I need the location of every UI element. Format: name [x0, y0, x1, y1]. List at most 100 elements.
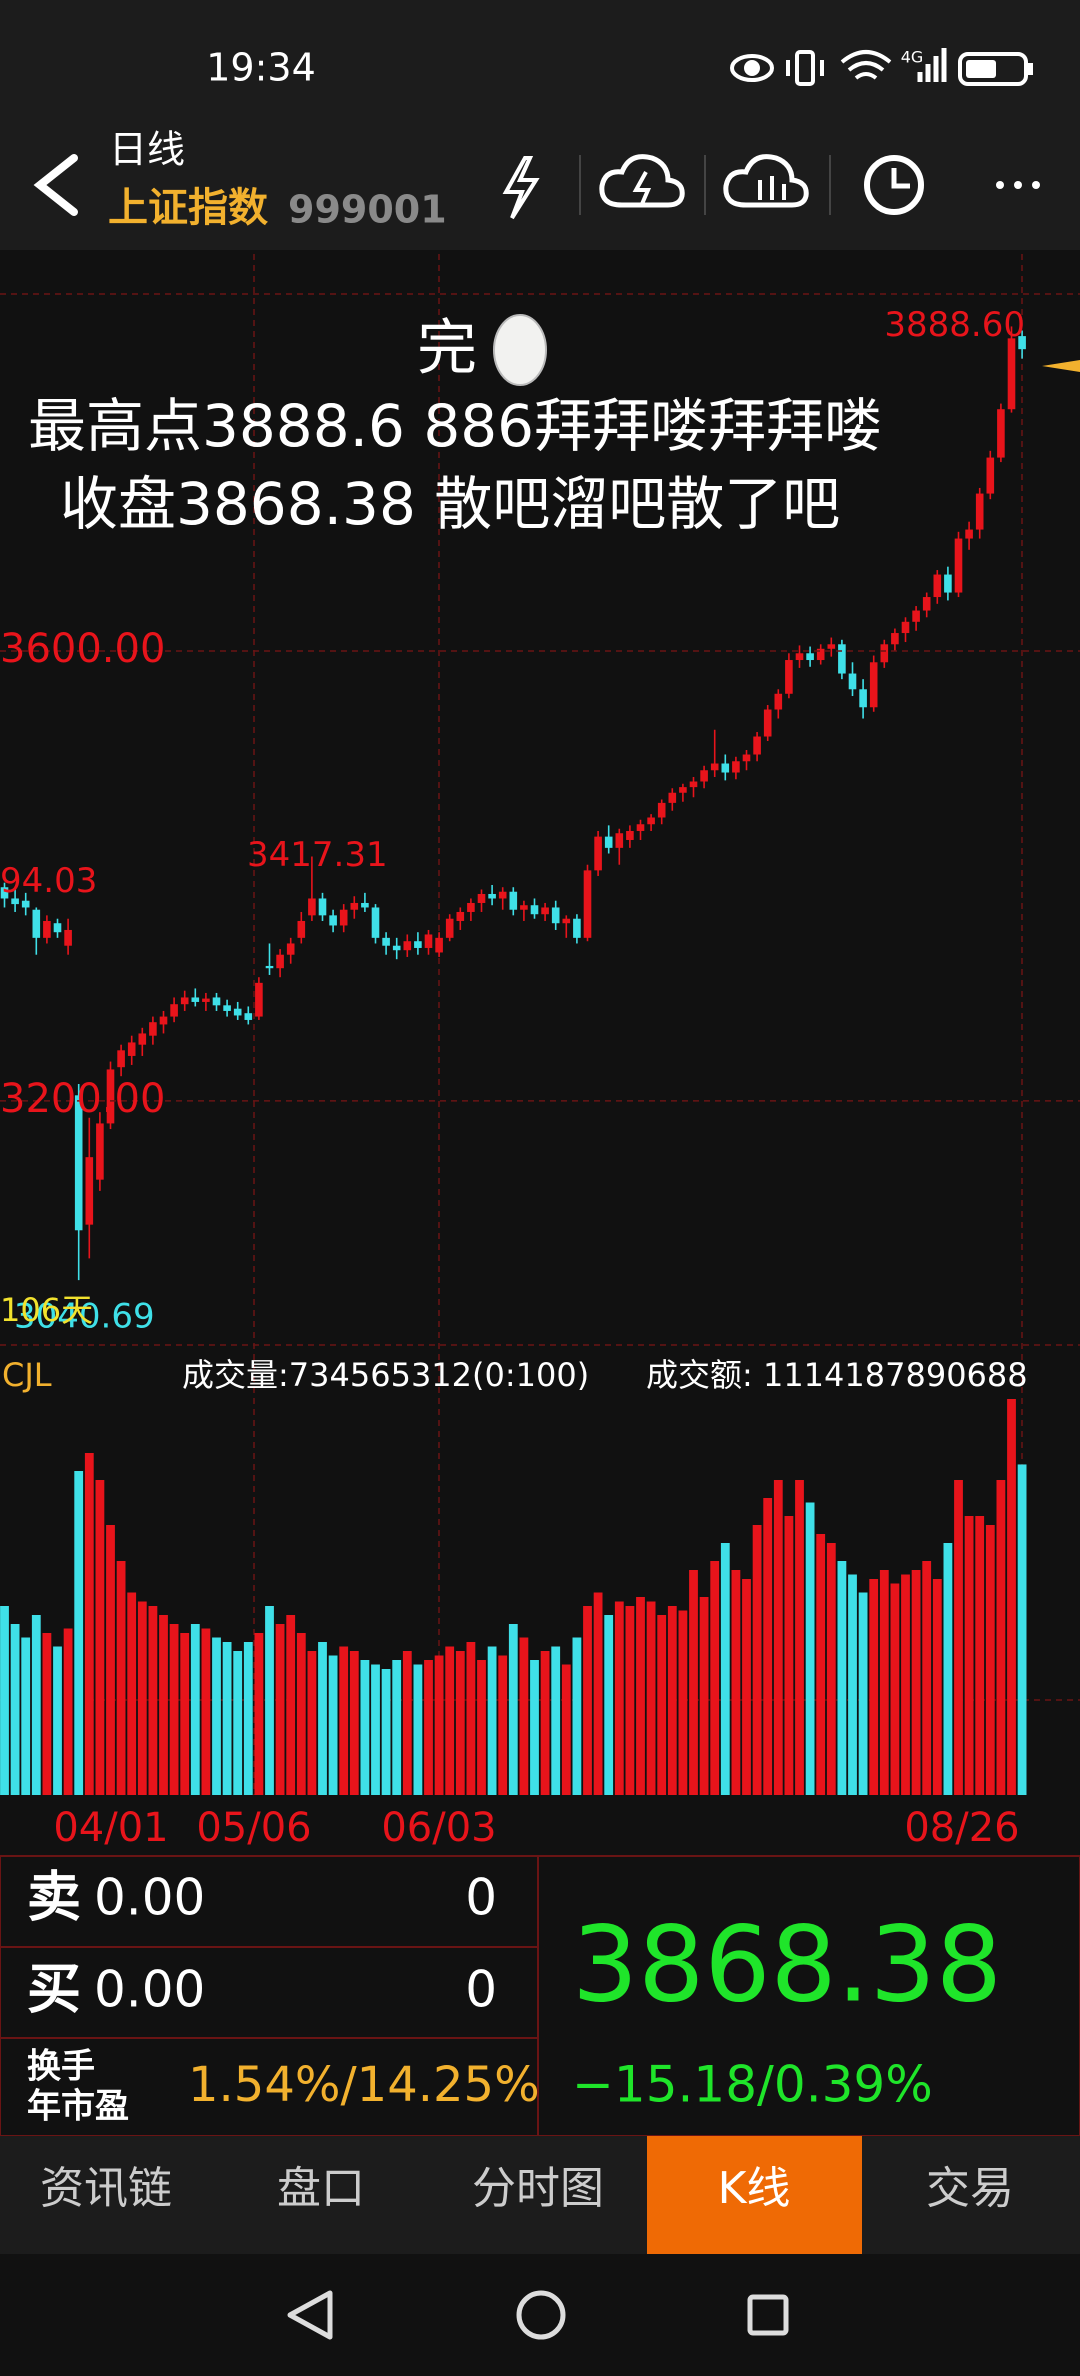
buy-price: 0.00 — [94, 1961, 205, 2019]
candle-body — [64, 929, 72, 946]
candle-body — [604, 836, 613, 848]
volume-bar — [943, 1543, 953, 1795]
candle-body — [477, 893, 486, 903]
volume-bar — [763, 1498, 773, 1795]
nav-home[interactable] — [516, 2290, 566, 2340]
candle-body — [795, 653, 804, 661]
candle-body — [668, 792, 677, 803]
nav-recent[interactable] — [747, 2294, 789, 2336]
candle-body — [43, 920, 51, 938]
volume-bar — [837, 1561, 847, 1795]
tab[interactable]: 盘口 — [277, 2163, 365, 2214]
tab[interactable]: 资讯链 — [40, 2163, 172, 2214]
candle-body — [827, 644, 836, 649]
candle-body — [1018, 336, 1026, 350]
candle-body — [753, 736, 761, 755]
volume-title: CJL — [2, 1356, 52, 1394]
tab[interactable]: 分时图 — [472, 2163, 604, 2214]
volume-bar — [455, 1651, 465, 1795]
more-button[interactable] — [996, 181, 1040, 189]
candle-body — [308, 898, 316, 916]
candle-body — [329, 915, 337, 926]
candle-body — [191, 997, 200, 1002]
volume-bar — [1017, 1464, 1027, 1795]
cloud-sync-button[interactable] — [723, 154, 809, 208]
candle-body — [212, 997, 221, 1006]
candle-body — [138, 1033, 147, 1045]
volume-bar — [890, 1583, 900, 1795]
nav-back[interactable] — [287, 2290, 333, 2340]
buy-label: 买 — [27, 1958, 81, 2021]
volume-bar — [848, 1574, 857, 1795]
candle-body — [657, 802, 666, 818]
tab[interactable]: K线 — [718, 2163, 791, 2214]
y-tick-label: 3200.00 — [0, 1076, 165, 1122]
cloud-bars — [758, 176, 786, 200]
volume-bar — [63, 1628, 73, 1795]
back-button[interactable] — [33, 154, 78, 216]
candle-body — [392, 945, 401, 951]
tab[interactable]: 交易 — [926, 2163, 1014, 2214]
volume-bar — [137, 1601, 147, 1795]
header — [0, 114, 1080, 250]
volume-bar — [159, 1615, 168, 1795]
candle-body — [944, 574, 952, 593]
volume-bar — [593, 1592, 603, 1795]
candle-body — [541, 907, 549, 915]
volume-bar — [932, 1579, 942, 1795]
candle-body — [954, 538, 963, 593]
candle-body — [626, 830, 634, 840]
candle-body — [520, 905, 528, 910]
index-name: 上证指数 — [108, 185, 268, 231]
sell-label: 卖 — [27, 1866, 81, 1929]
volume-bar — [922, 1561, 932, 1795]
history-button[interactable] — [864, 155, 924, 215]
volume-bar — [604, 1615, 614, 1795]
volume-bar — [964, 1516, 974, 1795]
candle-body — [774, 693, 783, 710]
volume-bar — [413, 1664, 423, 1795]
volume-bar — [424, 1660, 433, 1795]
last-price: 3868.38 — [572, 1903, 1002, 2025]
volume-bar — [0, 1606, 9, 1795]
candle-body — [785, 660, 793, 694]
turnover-pe: 1.54%/14.25% — [188, 2057, 540, 2113]
volume-bar — [95, 1480, 105, 1795]
volume-bar — [773, 1480, 783, 1795]
volume-bar — [233, 1651, 243, 1795]
candle-body — [710, 763, 719, 771]
volume-bar — [508, 1624, 518, 1795]
sell-price: 0.00 — [94, 1869, 205, 1927]
candle-body — [371, 907, 380, 938]
candle-body — [318, 898, 327, 916]
volume-bar — [625, 1606, 635, 1795]
candle-body — [647, 817, 655, 825]
volume-bar — [84, 1453, 94, 1795]
volume-bar — [731, 1570, 741, 1795]
candle-body — [1007, 338, 1016, 410]
candle-body — [498, 891, 507, 899]
candle-body — [679, 787, 687, 793]
volume-bar — [954, 1480, 963, 1795]
candle-body — [424, 934, 433, 948]
annotation-line: 最高点3888.6 886拜拜喽拜拜喽 — [28, 392, 882, 460]
volume-bar — [339, 1646, 349, 1795]
candle-body — [414, 941, 422, 948]
cloud-button[interactable] — [599, 154, 685, 208]
volume-bar — [254, 1633, 264, 1795]
volume-bar — [519, 1637, 529, 1795]
flash-button[interactable] — [502, 156, 540, 220]
annotation-line: 收盘3868.38 散吧溜吧散了吧 — [60, 470, 840, 538]
buy-volume: 0 — [465, 1961, 497, 2019]
candle-body — [32, 909, 41, 938]
volume-bar — [530, 1660, 539, 1795]
candle-body — [180, 997, 189, 1005]
status-time: 19:34 — [206, 46, 316, 90]
candle-body — [891, 633, 899, 645]
candle-body — [636, 824, 645, 831]
nav-bar — [0, 2254, 1080, 2376]
date-label: 04/01 — [53, 1805, 168, 1851]
candle-body — [106, 1069, 115, 1124]
candle-body — [986, 457, 995, 494]
